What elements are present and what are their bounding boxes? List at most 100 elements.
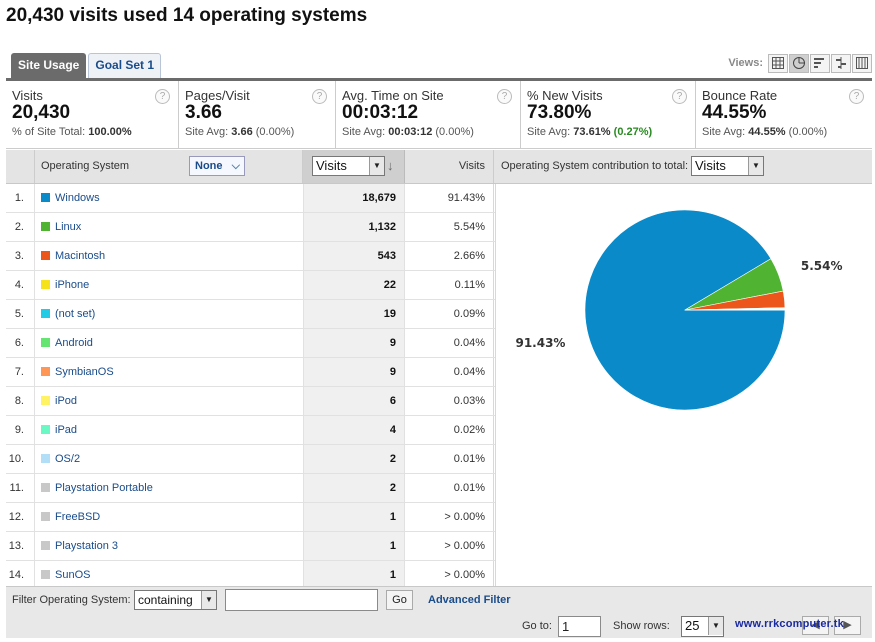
table-row: 4. iPhone 22 0.11%: [6, 271, 495, 300]
legend-swatch: [41, 483, 50, 492]
metric-select[interactable]: Visits ▼: [312, 156, 385, 176]
metric-label: % New Visits: [527, 88, 603, 103]
legend-swatch: [41, 367, 50, 376]
os-link[interactable]: iPod: [55, 395, 78, 407]
os-link[interactable]: Android: [55, 337, 93, 349]
performance-view-button[interactable]: [810, 53, 830, 73]
legend-swatch: [41, 541, 50, 550]
views-label: Views:: [728, 57, 763, 69]
filter-label: Filter Operating System:: [12, 594, 131, 606]
legend-swatch: [41, 425, 50, 434]
chart-metric-select[interactable]: Visits ▼: [691, 156, 764, 176]
show-rows-value: 25: [685, 618, 700, 633]
metric-sub-prefix: Site Avg:: [185, 126, 232, 138]
visits-percent: > 0.00%: [405, 561, 494, 589]
row-number: 10.: [6, 445, 35, 473]
pie-data-label: 91.43%: [515, 336, 565, 350]
prev-page-button[interactable]: ◀: [802, 616, 829, 635]
table-row: 11. Playstation Portable 2 0.01%: [6, 474, 495, 503]
grid-icon: [772, 57, 784, 69]
go-button[interactable]: Go: [386, 590, 413, 610]
metric-sub-value: 3.66: [231, 126, 253, 138]
metric-value: 73.80%: [527, 102, 592, 123]
metric-bounce-rate: Bounce Rate 44.55% Site Avg: 44.55% (0.0…: [696, 81, 872, 148]
os-link[interactable]: (not set): [55, 308, 96, 320]
os-link[interactable]: FreeBSD: [55, 511, 101, 523]
pie-view-button[interactable]: [789, 53, 809, 73]
visits-value: 2: [303, 474, 405, 502]
visits-percent: 0.01%: [405, 474, 494, 502]
show-rows-label: Show rows:: [613, 620, 670, 632]
help-icon[interactable]: ?: [312, 89, 327, 104]
chevron-right-icon: ▶: [843, 619, 852, 631]
os-link[interactable]: OS/2: [55, 453, 81, 465]
os-link[interactable]: iPhone: [55, 279, 90, 291]
os-link[interactable]: iPad: [55, 424, 78, 436]
filter-input[interactable]: [225, 589, 378, 611]
metric-sub: Site Avg: 00:03:12 (0.00%): [342, 126, 520, 138]
os-link[interactable]: Macintosh: [55, 250, 106, 262]
help-icon[interactable]: ?: [497, 89, 512, 104]
visits-percent: > 0.00%: [405, 532, 494, 560]
goto-label: Go to:: [522, 620, 552, 632]
metric-sub-value: 00:03:12: [388, 126, 433, 138]
table-row: 12. FreeBSD 1 > 0.00%: [6, 503, 495, 532]
legend-swatch: [41, 454, 50, 463]
next-page-button[interactable]: ▶: [834, 616, 861, 635]
metric-sub-prefix: Site Avg:: [527, 126, 574, 138]
help-icon[interactable]: ?: [849, 89, 864, 104]
help-icon[interactable]: ?: [155, 89, 170, 104]
sort-desc-icon[interactable]: ↓: [387, 158, 394, 173]
secondary-dimension-value: None: [195, 160, 223, 172]
pie-chart-area: 91.43% 5.54%: [495, 184, 872, 588]
table-row: 8. iPod 6 0.03%: [6, 387, 495, 416]
os-cell: Windows: [35, 184, 303, 212]
tab-goal-set-1[interactable]: Goal Set 1: [88, 53, 162, 78]
filter-mode-select[interactable]: containing ▼: [134, 590, 217, 610]
row-number: 11.: [6, 474, 35, 502]
metric-sub: Site Avg: 44.55% (0.00%): [702, 126, 872, 138]
metric-sub-value: 100.00%: [88, 126, 132, 138]
table-row: 7. SymbianOS 9 0.04%: [6, 358, 495, 387]
visits-percent: > 0.00%: [405, 503, 494, 531]
os-link[interactable]: Windows: [55, 192, 100, 204]
table-row: 13. Playstation 3 1 > 0.00%: [6, 532, 495, 561]
dropdown-arrow-icon: ▼: [748, 157, 763, 175]
tab-site-usage[interactable]: Site Usage: [11, 53, 87, 78]
metric-sub-prefix: % of Site Total:: [12, 126, 89, 138]
comparison-icon: [836, 57, 846, 69]
table-row: 10. OS/2 2 0.01%: [6, 445, 495, 474]
comparison-view-button[interactable]: [831, 53, 851, 73]
row-number: 4.: [6, 271, 35, 299]
os-link[interactable]: Playstation 3: [55, 540, 118, 552]
os-cell: iPhone: [35, 271, 303, 299]
os-link[interactable]: Linux: [55, 221, 82, 233]
os-link[interactable]: SymbianOS: [55, 366, 114, 378]
visits-value: 9: [303, 358, 405, 386]
secondary-dimension-dropdown[interactable]: None ⌵: [189, 156, 245, 176]
visits-percent: 0.02%: [405, 416, 494, 444]
metric-sub-delta: (0.00%): [252, 126, 295, 138]
dropdown-arrow-icon: ▼: [708, 617, 723, 635]
goto-input[interactable]: 1: [558, 616, 601, 637]
header-visits[interactable]: Visits: [405, 150, 494, 183]
os-link[interactable]: Playstation Portable: [55, 482, 153, 494]
pivot-view-button[interactable]: [852, 53, 872, 73]
table-row: 9. iPad 4 0.02%: [6, 416, 495, 445]
metric-sub-value: 73.61%: [573, 126, 611, 138]
row-number: 14.: [6, 561, 35, 589]
visits-percent: 0.04%: [405, 329, 494, 357]
help-icon[interactable]: ?: [672, 89, 687, 104]
os-cell: SymbianOS: [35, 358, 303, 386]
os-link[interactable]: SunOS: [55, 569, 91, 581]
os-cell: SunOS: [35, 561, 303, 589]
legend-swatch: [41, 570, 50, 579]
table-view-button[interactable]: [768, 53, 788, 73]
header-chart: Operating System contribution to total: …: [495, 150, 872, 183]
metric-sub-value: 44.55%: [748, 126, 786, 138]
show-rows-select[interactable]: 25 ▼: [681, 616, 724, 637]
table-row: 6. Android 9 0.04%: [6, 329, 495, 358]
dimension-label[interactable]: Operating System: [41, 160, 130, 172]
table-header: Operating System None ⌵ Visits ▼ ↓ Visit…: [6, 150, 872, 184]
advanced-filter-link[interactable]: Advanced Filter: [428, 594, 511, 606]
